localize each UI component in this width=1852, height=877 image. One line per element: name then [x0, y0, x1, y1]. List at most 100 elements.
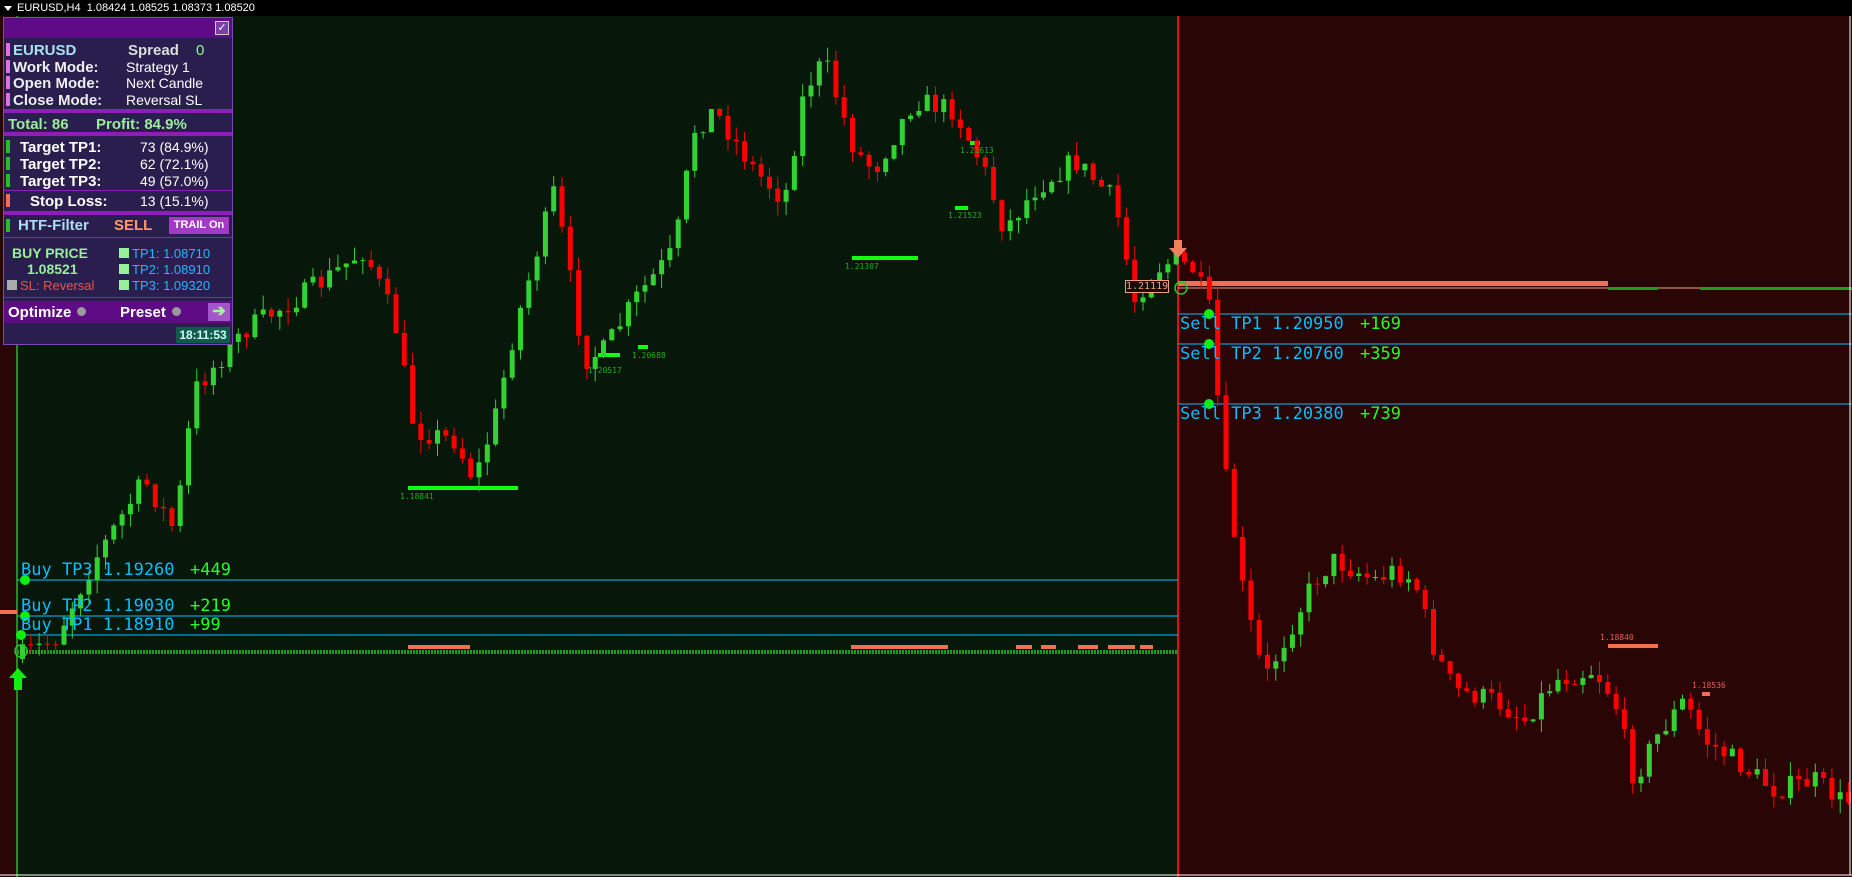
- open-mode-label: Open Mode:: [13, 75, 100, 92]
- candle-body: [1588, 675, 1594, 679]
- candle-body: [800, 96, 806, 157]
- candle-body: [1123, 217, 1129, 260]
- candle-body: [866, 154, 872, 167]
- candle-body: [1016, 218, 1021, 221]
- candle-body: [61, 625, 67, 645]
- candle-body: [625, 302, 631, 327]
- candle-body: [1074, 155, 1080, 171]
- candle-body: [684, 170, 689, 220]
- level-label: 1.20517: [588, 366, 622, 375]
- profit-percent: Profit: 84.9%: [96, 116, 187, 133]
- panel-header[interactable]: ✓: [4, 18, 232, 38]
- candle-body: [567, 226, 573, 271]
- candle-body: [1754, 769, 1760, 775]
- sell-entry-circle-icon: [1174, 281, 1188, 295]
- candle-body: [1738, 748, 1744, 773]
- candle-body: [318, 276, 324, 288]
- sell-tp3-label: Sell TP3 1.20380: [1180, 404, 1344, 424]
- sell-tp1-label: Sell TP1 1.20950: [1180, 314, 1344, 334]
- candle-body: [850, 117, 855, 153]
- htf-filter-label: HTF-Filter: [18, 217, 89, 234]
- candle-body: [1829, 777, 1835, 800]
- candle-body: [352, 260, 357, 264]
- candle-body: [1505, 709, 1511, 718]
- tp-hit-dot-icon: [20, 611, 30, 621]
- candle-body: [1206, 276, 1212, 300]
- optimize-button[interactable]: Optimize: [8, 304, 87, 321]
- candle-body: [1240, 536, 1246, 581]
- candle-body: [1613, 693, 1619, 710]
- candle-body: [127, 503, 133, 515]
- tp2-price: TP2: 1.08910: [119, 261, 210, 278]
- buy-tp1-label: Buy TP1 1.18910: [21, 615, 175, 635]
- candle-body: [1796, 775, 1802, 780]
- candle-body: [94, 557, 100, 581]
- candle-body: [484, 444, 490, 463]
- arrow-right-icon[interactable]: ➔: [208, 303, 230, 321]
- candle-body: [1472, 690, 1478, 703]
- candle-body: [1721, 746, 1727, 757]
- optimize-preset-row: Optimize Preset ➔: [4, 301, 232, 323]
- candle-body: [825, 60, 831, 62]
- candle-body: [1696, 709, 1702, 730]
- candle-body: [368, 260, 374, 267]
- tp1-square-icon: [119, 248, 129, 258]
- candle-body: [791, 156, 797, 190]
- ohlc-values: 1.08424 1.08525 1.08373 1.08520: [86, 2, 255, 14]
- candle-body: [1024, 200, 1030, 219]
- support-level-line: [408, 486, 518, 490]
- candle-body: [410, 365, 416, 424]
- level-label: 1.21307: [845, 262, 879, 271]
- candle-body: [1406, 579, 1412, 583]
- candle-body: [1663, 730, 1669, 735]
- candle-body: [152, 484, 158, 507]
- candle-body: [1356, 573, 1362, 577]
- sell-tp2-label: Sell TP2 1.20760: [1180, 344, 1344, 364]
- candle-body: [1273, 661, 1279, 669]
- candle-body: [210, 367, 216, 386]
- candle-body: [1414, 579, 1420, 590]
- candle-body: [260, 309, 266, 315]
- candle-body: [758, 164, 764, 177]
- sell-zone: [1178, 16, 1852, 877]
- tp-hit-dot-icon: [1204, 399, 1214, 409]
- checkbox-icon[interactable]: ✓: [215, 21, 229, 35]
- target-tp2-value: 62 (72.1%): [140, 156, 209, 172]
- candle-body: [659, 260, 665, 275]
- candle-body: [1256, 620, 1262, 655]
- candle-body: [493, 408, 499, 445]
- candle-body: [675, 219, 681, 249]
- candle-body: [700, 132, 706, 134]
- candle-body: [1323, 576, 1329, 585]
- menu-triangle-icon[interactable]: [4, 5, 12, 11]
- level-label: 1.18536: [1692, 681, 1726, 690]
- optimize-label: Optimize: [8, 304, 72, 321]
- candle-body: [44, 643, 50, 645]
- candle-body: [733, 139, 739, 142]
- candle-body: [1306, 583, 1312, 613]
- candle-body: [161, 506, 167, 509]
- candle-body: [53, 644, 59, 646]
- preset-button[interactable]: Preset: [120, 304, 181, 321]
- target-tp2-label: Target TP2:: [20, 156, 102, 173]
- tp2-price-text: TP2: 1.08910: [132, 262, 211, 277]
- candle-body: [1555, 679, 1561, 692]
- candle-body: [1804, 779, 1810, 787]
- sell-zone-dash: [908, 645, 948, 649]
- candle-body: [1464, 688, 1470, 691]
- buy-price-label: BUY PRICE: [12, 245, 88, 261]
- candle-body: [1099, 180, 1104, 187]
- candle-body: [244, 333, 250, 338]
- candle-body: [1082, 163, 1088, 171]
- candle-body: [1065, 155, 1071, 181]
- trail-toggle-button[interactable]: TRAIL On: [169, 217, 229, 234]
- candle-body: [534, 256, 540, 281]
- stop-loss-label: Stop Loss:: [30, 193, 108, 210]
- htf-filter-value: SELL: [114, 217, 153, 234]
- candle-body: [1314, 583, 1320, 585]
- sell-zone-dash: [0, 610, 17, 614]
- candle-body: [501, 377, 507, 409]
- tp2-square-icon: [119, 264, 129, 274]
- sell-zone-dash: [1041, 645, 1056, 649]
